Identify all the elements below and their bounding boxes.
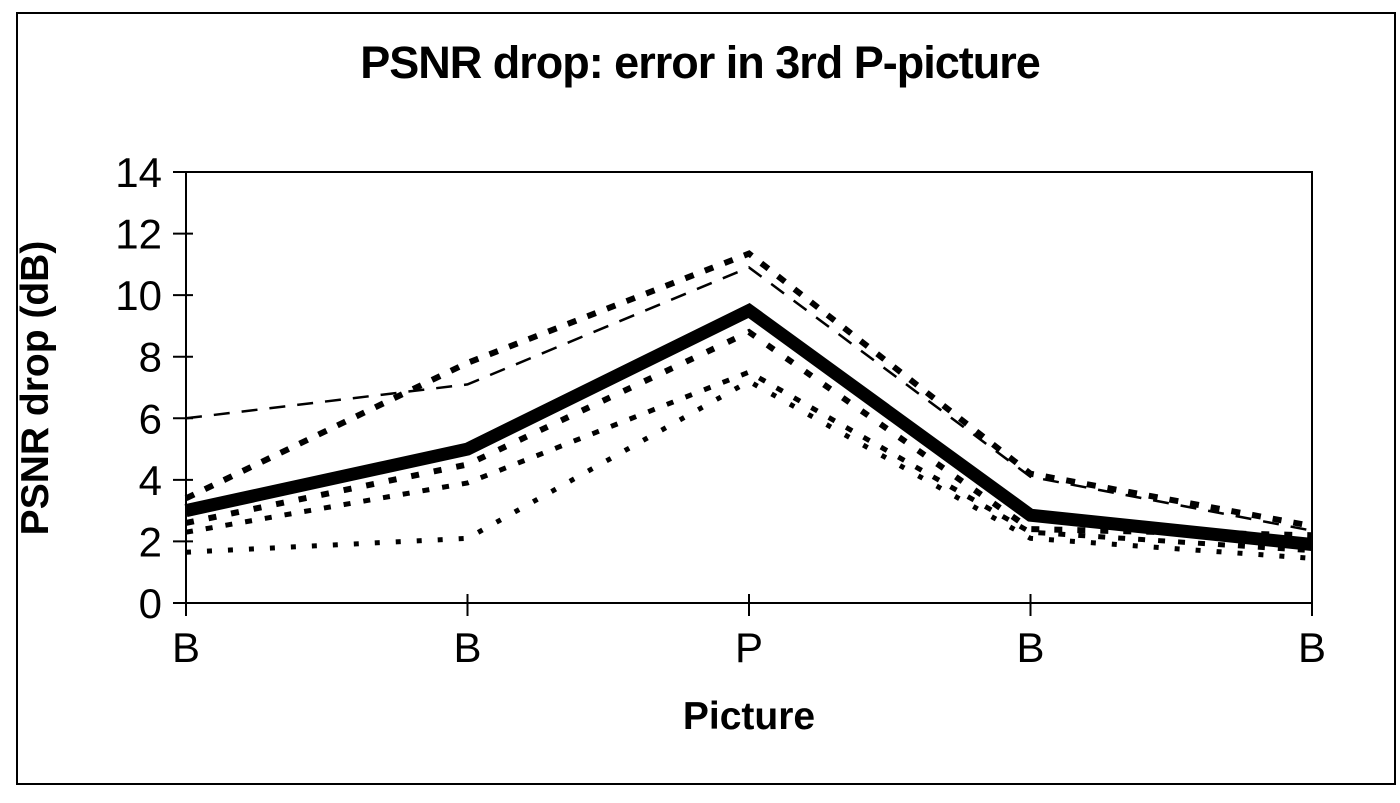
x-axis-ticks bbox=[185, 594, 1313, 616]
y-tick-label: 4 bbox=[139, 457, 162, 504]
x-category-label: P bbox=[735, 624, 763, 671]
x-category-label: B bbox=[172, 624, 200, 671]
bold-solid-line bbox=[184, 302, 1313, 551]
chart-title: PSNR drop: error in 3rd P-picture bbox=[360, 37, 1040, 88]
dashed-line-1 bbox=[185, 266, 1313, 532]
x-axis-title: Picture bbox=[683, 695, 815, 738]
dashed-line-4 bbox=[185, 369, 1313, 554]
y-tick-label: 14 bbox=[115, 149, 162, 196]
y-axis-title: PSNR drop (dB) bbox=[14, 241, 57, 536]
dashed-line-2 bbox=[184, 250, 1313, 529]
y-tick-label: 8 bbox=[139, 334, 162, 381]
data-series-lines bbox=[184, 250, 1313, 561]
x-category-label: B bbox=[1298, 624, 1326, 671]
y-tick-label: 6 bbox=[139, 395, 162, 442]
y-tick-label: 0 bbox=[139, 580, 162, 627]
y-tick-label: 12 bbox=[115, 211, 162, 258]
y-tick-label: 2 bbox=[139, 518, 162, 565]
y-tick-label: 10 bbox=[115, 272, 162, 319]
x-category-label: B bbox=[1016, 624, 1044, 671]
x-category-label: B bbox=[453, 624, 481, 671]
y-axis-tick-labels: 0 2 4 6 8 10 12 14 bbox=[115, 149, 162, 627]
figure-border bbox=[16, 12, 1396, 785]
